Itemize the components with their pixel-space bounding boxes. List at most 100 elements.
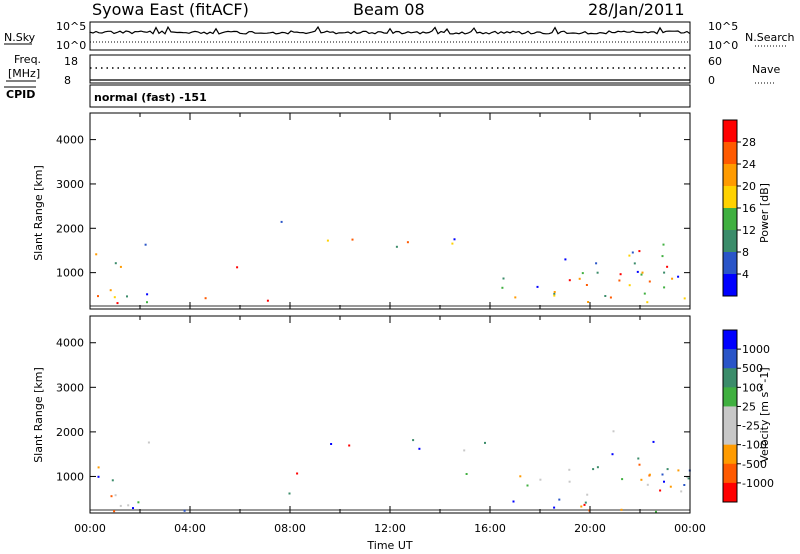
echo-cell bbox=[646, 483, 649, 486]
echo-cell bbox=[453, 238, 456, 241]
freq-unit-label: [MHz] bbox=[8, 67, 40, 80]
colorbar-segment bbox=[723, 425, 737, 446]
echo-cell bbox=[592, 468, 595, 471]
echo-cell bbox=[502, 277, 505, 280]
x-tick-label: 20:00 bbox=[574, 522, 606, 535]
echo-cell bbox=[648, 280, 651, 283]
echo-cell bbox=[661, 255, 664, 258]
echo-cell bbox=[526, 484, 529, 487]
echo-cell bbox=[686, 476, 689, 478]
echo-cell bbox=[619, 273, 622, 276]
echo-cell bbox=[583, 503, 586, 506]
colorbar-tick-label: 24 bbox=[742, 158, 756, 171]
echo-cell bbox=[663, 271, 666, 274]
echo-cell bbox=[144, 243, 147, 246]
power-axis: 4000 3000 2000 1000 bbox=[56, 113, 691, 309]
echo-cell bbox=[612, 430, 615, 433]
echo-cell bbox=[636, 270, 639, 273]
echo-cell bbox=[536, 285, 539, 288]
echo-cell bbox=[280, 220, 283, 223]
velocity-data-layer bbox=[90, 430, 691, 513]
echo-cell bbox=[119, 265, 122, 268]
echo-cell bbox=[127, 504, 130, 507]
echo-cell bbox=[652, 440, 655, 443]
velocity-ylabel: Slant Range [km] bbox=[32, 367, 45, 463]
nave-label: Nave bbox=[752, 63, 780, 76]
echo-cell bbox=[463, 449, 466, 452]
echo-cell bbox=[580, 505, 583, 508]
echo-cell bbox=[596, 271, 599, 274]
colorbar-segment bbox=[723, 444, 737, 465]
echo-cell bbox=[116, 302, 119, 305]
colorbar-tick-label: 8 bbox=[742, 246, 749, 259]
beam-title: Beam 08 bbox=[353, 0, 425, 19]
freq-tick-top: 18 bbox=[64, 55, 78, 68]
echo-cell bbox=[296, 472, 299, 475]
freq-strip: Freq. [MHz] 18 8 60 0 Nave bbox=[6, 53, 780, 87]
noise-tick-right-top: 10^5 bbox=[708, 20, 738, 33]
colorbar-tick-label: -500 bbox=[742, 458, 767, 471]
echo-cell bbox=[655, 510, 657, 513]
time-axis-label: Time UT bbox=[366, 539, 412, 552]
noise-tick-right-bottom: 10^0 bbox=[708, 39, 738, 52]
colorbar-segment bbox=[723, 387, 737, 407]
y-tick-label: 1000 bbox=[56, 470, 84, 483]
echo-cell bbox=[119, 504, 122, 507]
echo-cell bbox=[146, 301, 148, 304]
echo-cell bbox=[348, 444, 351, 447]
echo-cell bbox=[412, 439, 415, 442]
echo-cell bbox=[677, 275, 680, 278]
echo-cell bbox=[111, 479, 114, 482]
velocity-panel: 4000 3000 2000 1000 Slant Range [km] 1000 50… bbox=[32, 315, 774, 514]
echo-cell bbox=[558, 498, 561, 501]
y-tick-label: 3000 bbox=[56, 178, 84, 191]
echo-cell bbox=[519, 475, 522, 478]
echo-cell bbox=[326, 239, 329, 242]
echo-cell bbox=[586, 493, 589, 496]
station-title: Syowa East (fitACF) bbox=[92, 0, 249, 19]
x-tick-label: 04:00 bbox=[174, 522, 206, 535]
echo-cell bbox=[633, 262, 636, 265]
echo-cell bbox=[663, 286, 666, 289]
echo-cell bbox=[484, 441, 486, 444]
colorbar-segment bbox=[723, 349, 737, 369]
colorbar-segment bbox=[723, 463, 737, 484]
echo-cell bbox=[501, 286, 504, 289]
colorbar-segment bbox=[723, 406, 737, 427]
echo-cell bbox=[628, 254, 631, 257]
echo-cell bbox=[553, 292, 556, 295]
cpid-label: CPID bbox=[6, 88, 35, 101]
echo-cell bbox=[680, 490, 683, 493]
echo-cell bbox=[595, 262, 598, 265]
velocity-frame bbox=[89, 315, 691, 514]
echo-cell bbox=[97, 295, 99, 298]
echo-cell bbox=[465, 473, 468, 475]
y-tick-label: 2000 bbox=[56, 222, 84, 235]
colorbar-segment bbox=[723, 330, 737, 350]
echo-cell bbox=[114, 494, 117, 497]
echo-cell bbox=[351, 238, 354, 241]
velocity-colorbar: 1000 500 100 25 -25 -100 -500 -1000 bbox=[722, 329, 774, 503]
echo-cell bbox=[588, 509, 591, 512]
echo-cell bbox=[646, 301, 649, 304]
echo-cell bbox=[638, 250, 641, 253]
echo-cell bbox=[97, 475, 100, 478]
echo-cell bbox=[137, 501, 140, 504]
echo-cell bbox=[637, 457, 640, 460]
echo-cell bbox=[514, 296, 517, 299]
x-tick-label: 16:00 bbox=[474, 522, 506, 535]
echo-cell bbox=[587, 301, 590, 303]
echo-cell bbox=[451, 242, 454, 245]
echo-cell bbox=[666, 265, 669, 268]
echo-cell bbox=[114, 262, 117, 265]
power-colorbar-label: Power [dB] bbox=[758, 183, 771, 243]
echo-cell bbox=[568, 279, 571, 282]
colorbar-segment bbox=[723, 142, 737, 165]
colorbar-tick-label: 12 bbox=[742, 224, 756, 237]
echo-cell bbox=[663, 480, 665, 483]
colorbar-segment bbox=[723, 164, 737, 187]
echo-cell bbox=[236, 266, 239, 269]
freq-label: Freq. bbox=[14, 53, 41, 66]
colorbar-tick-label: 28 bbox=[742, 136, 756, 149]
